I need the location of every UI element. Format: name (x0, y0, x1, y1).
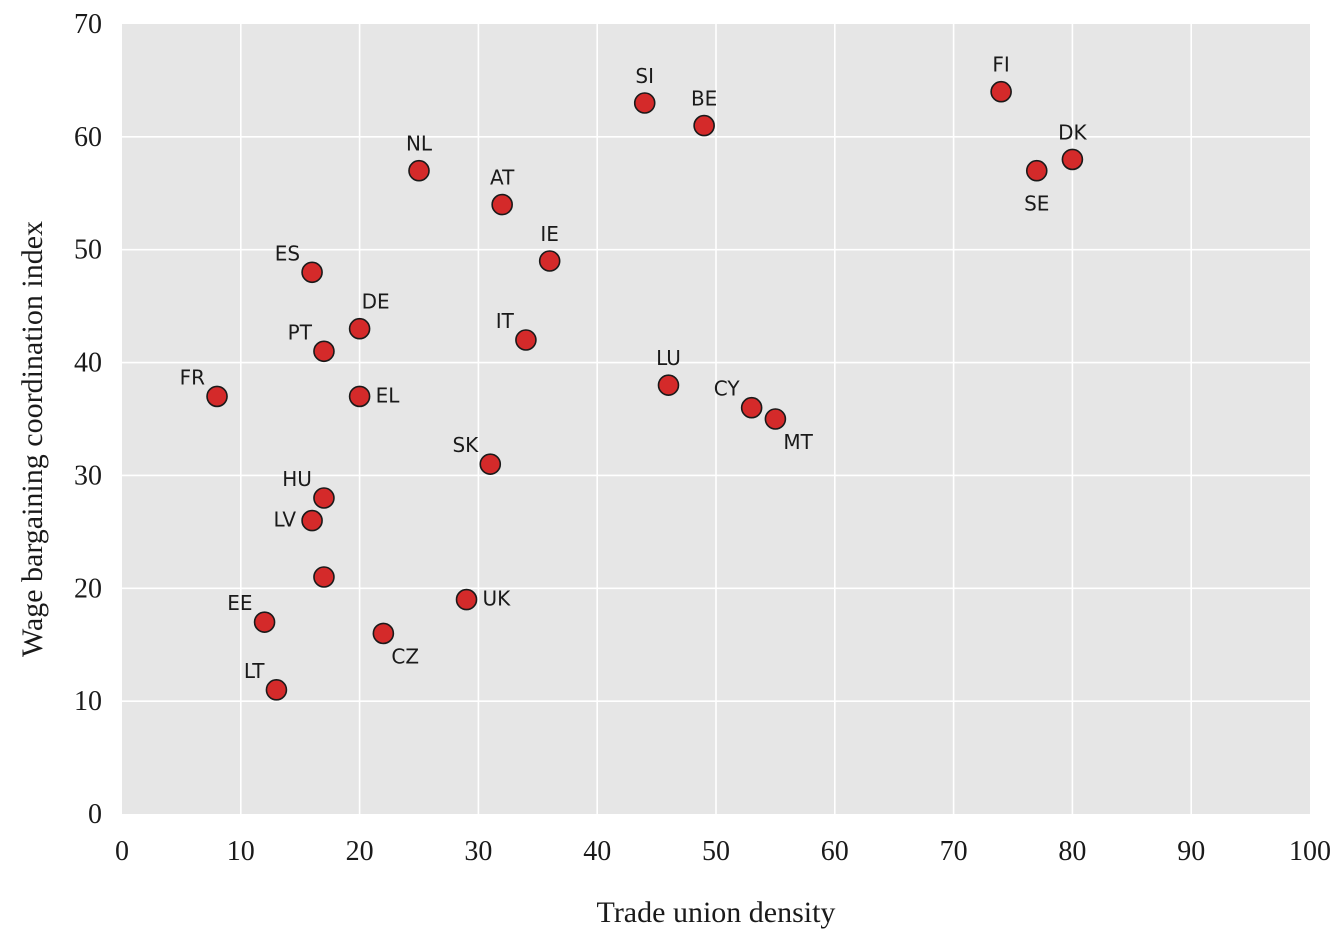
data-point-at (491, 193, 513, 216)
point-label-hu: HU (282, 467, 312, 491)
data-point-fi (990, 80, 1012, 103)
point-labels: FR ES PT DE EL HU LV EE LT CZ NL AT IE IT SK UK SI BE LU CY… (180, 53, 1088, 683)
data-point-si (633, 92, 656, 114)
y-tick-label: 20 (74, 573, 102, 604)
point-label-fi: FI (992, 53, 1009, 77)
data-point-de (348, 317, 371, 340)
point-label-cz: CZ (391, 644, 419, 668)
x-tick-label: 90 (1177, 836, 1205, 867)
y-tick-label: 30 (74, 460, 102, 491)
x-tick-label: 0 (115, 836, 129, 867)
x-tick-label: 20 (346, 836, 374, 867)
y-tick-label: 70 (74, 9, 102, 40)
data-point-hu (313, 487, 335, 509)
point-label-at: AT (490, 166, 515, 190)
point-label-pt: PT (288, 320, 313, 344)
data-point-be (693, 114, 715, 137)
point-label-ee: EE (227, 591, 252, 615)
point-label-fr: FR (180, 365, 206, 389)
point-label-sk: SK (452, 433, 479, 457)
x-tick-label: 70 (940, 836, 968, 867)
data-point-dk (1061, 148, 1084, 171)
point-label-lt: LT (244, 659, 265, 683)
point-label-mt: MT (783, 430, 813, 454)
data-point-mt (764, 408, 787, 430)
data-point-cz (372, 622, 395, 645)
data-point-nl (408, 159, 430, 182)
point-label-si: SI (635, 64, 654, 88)
x-tick-label: 50 (702, 836, 730, 867)
point-label-es: ES (275, 241, 300, 265)
point-label-lu: LU (656, 346, 681, 370)
point-label-ie: IE (540, 222, 559, 246)
data-point-se (1025, 159, 1048, 182)
y-tick-label: 40 (74, 348, 102, 379)
data-points (206, 80, 1084, 701)
data-point-es (301, 261, 323, 284)
x-tick-label: 10 (227, 836, 255, 867)
data-point-cy (740, 396, 763, 419)
axis-ticks: 0 10 20 30 40 50 60 70 80 90 100 0 10 20 30 40 50 60 70 (74, 9, 1331, 867)
y-tick-label: 50 (74, 235, 102, 266)
x-tick-label: 40 (583, 836, 611, 867)
point-label-it: IT (496, 309, 515, 333)
point-label-nl: NL (406, 132, 433, 156)
point-label-se: SE (1024, 192, 1049, 216)
point-label-de: DE (362, 290, 390, 314)
data-point-lt (265, 679, 288, 701)
data-point-el (348, 385, 371, 408)
point-label-cy: CY (714, 377, 741, 401)
data-point-ee (253, 611, 276, 633)
point-label-el: EL (376, 383, 401, 407)
x-tick-label: 80 (1058, 836, 1086, 867)
data-point-sk (479, 453, 502, 475)
data-point-lu (657, 374, 680, 396)
point-label-be: BE (691, 87, 717, 111)
x-tick-label: 60 (821, 836, 849, 867)
point-label-dk: DK (1058, 120, 1087, 144)
y-axis-title: Wage bargaining coordination index (16, 221, 49, 657)
point-label-lv: LV (273, 508, 296, 532)
data-point-ie (538, 250, 561, 272)
y-tick-label: 60 (74, 122, 102, 153)
x-axis-title: Trade union density (597, 896, 836, 929)
point-label-uk: UK (483, 587, 512, 611)
y-tick-label: 0 (88, 799, 102, 830)
data-point-fr (206, 385, 228, 408)
y-tick-label: 10 (74, 686, 102, 717)
x-tick-label: 30 (464, 836, 492, 867)
data-point-uk (455, 588, 478, 611)
data-point-pt (313, 340, 335, 363)
data-point-lv (301, 509, 323, 532)
data-point (313, 566, 335, 588)
data-point-it (515, 329, 537, 351)
x-tick-label: 100 (1289, 836, 1331, 867)
